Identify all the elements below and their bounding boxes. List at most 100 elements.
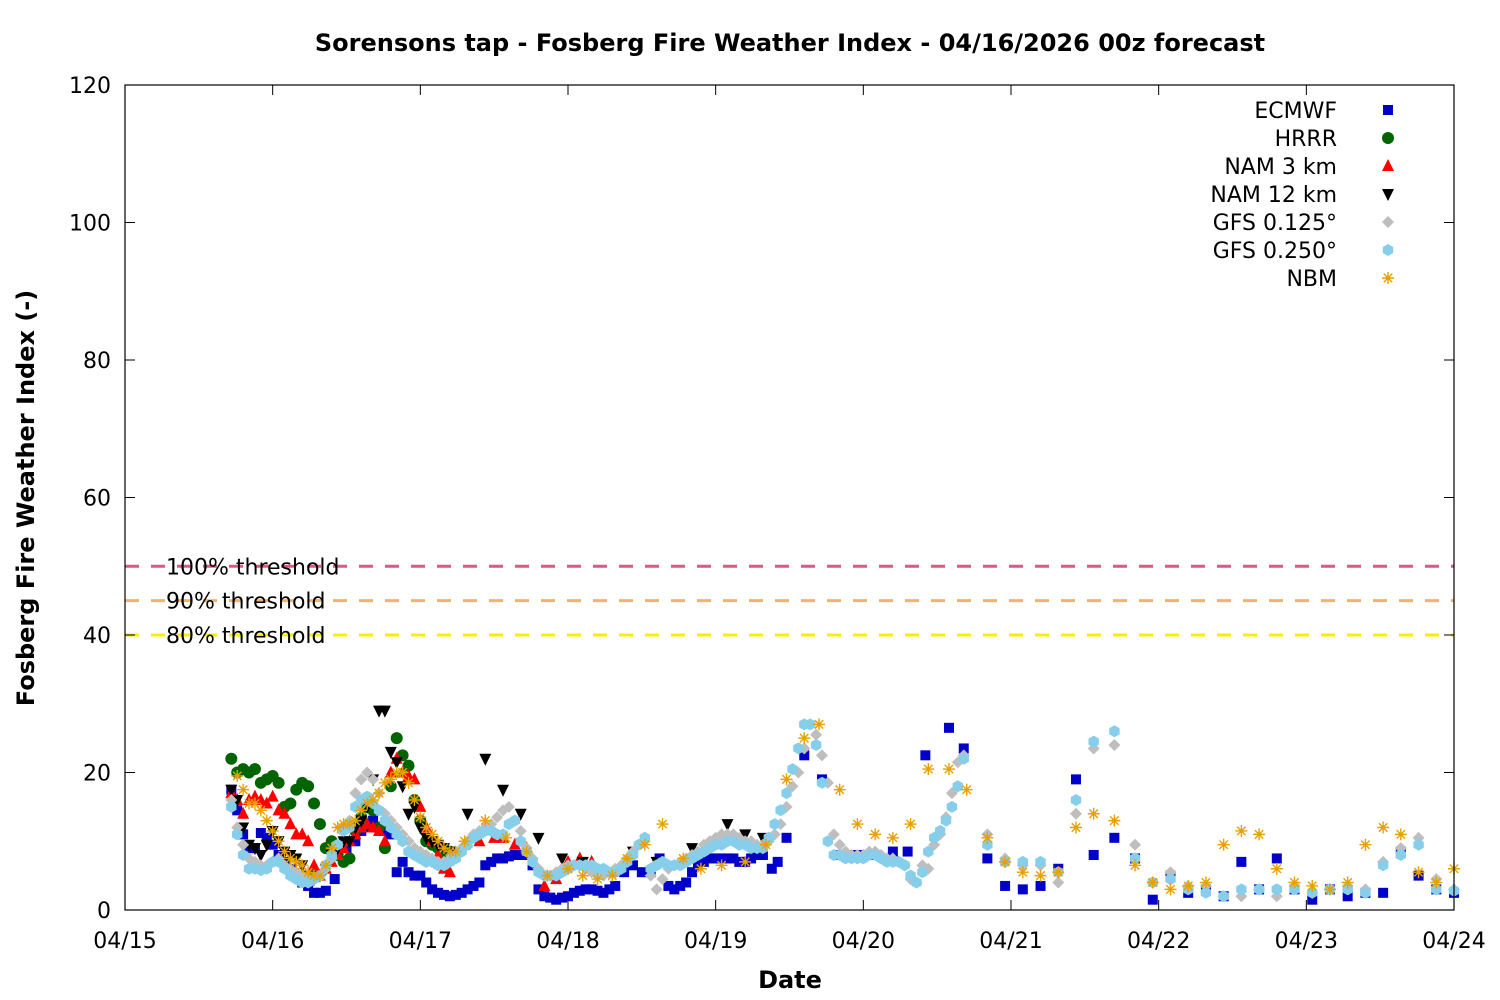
legend-marker — [1382, 244, 1394, 256]
data-point — [532, 832, 545, 845]
data-point — [432, 835, 445, 848]
data-point — [499, 831, 512, 844]
data-point — [1109, 832, 1120, 843]
data-point — [384, 773, 397, 786]
threshold-label: 80% threshold — [166, 624, 326, 649]
data-point — [982, 838, 993, 851]
data-point — [278, 845, 291, 858]
data-point — [942, 763, 955, 776]
data-point — [373, 804, 385, 817]
data-point — [1034, 869, 1047, 882]
data-point — [1069, 821, 1082, 834]
data-point — [509, 850, 520, 860]
data-point — [576, 869, 589, 882]
data-point — [1236, 883, 1247, 896]
legend-label: NAM 12 km — [1210, 183, 1337, 208]
data-point — [1341, 876, 1354, 889]
data-point — [378, 776, 391, 789]
data-point — [562, 862, 574, 875]
data-point — [272, 776, 285, 789]
data-point — [409, 870, 420, 881]
x-tick-label: 04/16 — [241, 929, 304, 954]
data-point — [1017, 884, 1028, 895]
data-point — [361, 766, 374, 779]
legend-marker — [1382, 132, 1394, 144]
data-point — [799, 750, 810, 761]
data-point — [1289, 883, 1300, 896]
data-point — [225, 752, 238, 765]
data-point — [491, 811, 504, 824]
data-point — [698, 856, 709, 867]
data-point — [563, 891, 573, 902]
data-point — [769, 818, 780, 831]
legend-label: GFS 0.250° — [1213, 239, 1337, 264]
data-point — [604, 884, 615, 895]
data-point — [710, 853, 721, 864]
series-nbm — [231, 718, 1460, 896]
data-point — [408, 801, 421, 814]
plot-frame — [124, 84, 1455, 911]
data-point — [437, 842, 450, 855]
data-point — [917, 866, 928, 879]
data-point — [960, 783, 973, 796]
data-point — [574, 885, 585, 896]
legend-label: NBM — [1286, 267, 1337, 292]
data-point — [498, 853, 509, 864]
x-tick-label: 04/21 — [979, 929, 1042, 954]
data-point — [266, 824, 279, 837]
data-point — [793, 742, 804, 755]
data-point — [474, 877, 485, 888]
data-point — [231, 769, 244, 782]
x-tick-label: 04/18 — [536, 929, 599, 954]
data-point — [899, 859, 910, 872]
data-point — [810, 728, 823, 741]
data-point — [232, 828, 243, 841]
data-point — [1377, 859, 1389, 872]
data-point — [715, 859, 728, 872]
data-point — [450, 889, 461, 900]
data-point — [408, 794, 421, 806]
data-point — [343, 818, 356, 831]
data-point — [904, 818, 917, 831]
data-point — [462, 884, 473, 895]
data-point — [308, 858, 321, 871]
data-point — [1035, 880, 1046, 891]
data-point — [296, 859, 309, 872]
data-point — [290, 855, 303, 868]
data-point — [1016, 866, 1029, 879]
data-point — [458, 835, 471, 848]
data-point — [313, 869, 326, 882]
data-point — [1108, 814, 1121, 827]
data-point — [385, 829, 396, 840]
threshold-label: 100% threshold — [166, 555, 340, 580]
data-point — [675, 880, 686, 891]
data-point — [361, 797, 374, 810]
data-point — [568, 887, 579, 898]
data-point — [254, 793, 267, 805]
data-point — [248, 797, 261, 810]
data-point — [232, 805, 243, 816]
data-point — [946, 800, 958, 813]
data-point — [627, 860, 638, 871]
data-point — [1271, 883, 1282, 896]
data-point — [1200, 886, 1212, 899]
data-point — [248, 843, 261, 856]
data-point — [752, 850, 763, 860]
data-point — [1253, 828, 1266, 841]
data-point — [636, 867, 647, 878]
data-point — [384, 746, 397, 759]
data-point — [757, 850, 768, 860]
data-point — [816, 776, 828, 789]
data-point — [461, 808, 474, 821]
data-point — [922, 763, 935, 776]
data-point — [813, 718, 826, 731]
data-point — [438, 889, 449, 900]
data-point — [1342, 891, 1353, 902]
data-point — [355, 773, 368, 786]
data-point — [551, 894, 562, 905]
data-point — [704, 853, 715, 864]
data-point — [408, 772, 421, 785]
data-point — [1270, 862, 1283, 875]
data-point — [443, 865, 456, 878]
data-point — [497, 784, 510, 797]
